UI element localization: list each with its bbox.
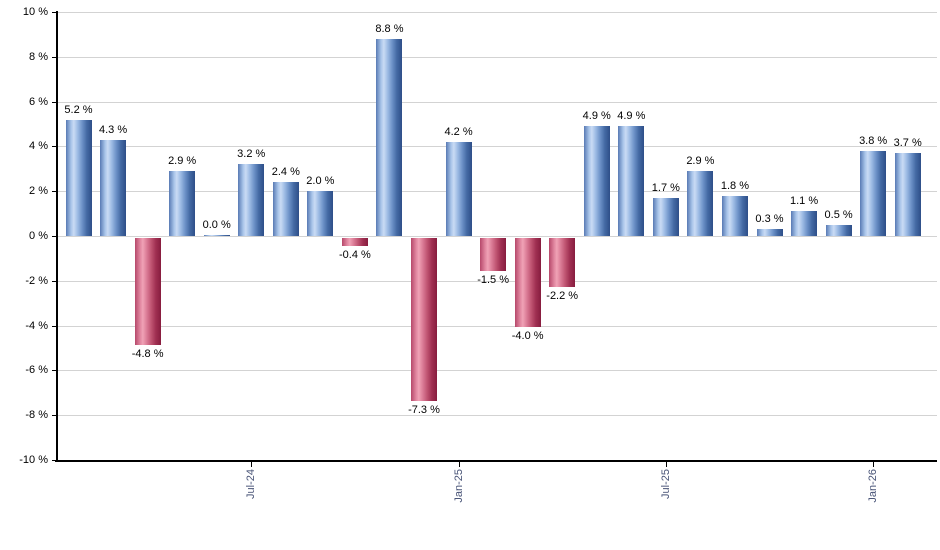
bar-jun-25[interactable] [618,126,645,236]
gridline [57,280,937,282]
y-axis-label: 4 % [29,140,48,153]
gridline [57,325,937,327]
bar-jan-26[interactable] [860,150,887,236]
bar-value-label: -4.8 % [131,348,164,361]
x-axis-label: Jul-24 [245,469,258,499]
x-axis-label: Jul-25 [659,469,672,499]
bar-value-label: 1.1 % [789,195,819,208]
bar-value-label: 5.2 % [64,103,93,116]
bar-sep-24[interactable] [307,191,334,236]
bar-feb-26[interactable] [894,153,921,236]
bar-value-label: -2.2 % [546,289,579,302]
bar-value-label: 0.0 % [202,218,231,231]
bar-value-label: 3.8 % [859,134,888,147]
bar-value-label: 0.3 % [755,213,784,226]
y-axis-label: 8 % [29,50,48,63]
bar-feb-25[interactable] [480,237,507,272]
bar-value-label: 3.7 % [893,137,922,150]
y-axis-line [56,11,58,462]
bar-oct-25[interactable] [756,229,783,236]
bar-apr-24[interactable] [134,237,161,346]
y-axis-tick [52,146,57,148]
gridline [57,370,937,372]
y-axis-tick [52,325,57,327]
bar-may-24[interactable] [169,171,196,236]
x-axis-tick [251,461,253,467]
x-axis-tick [665,461,667,467]
bar-mar-24[interactable] [100,139,127,236]
y-axis-tick [52,415,57,417]
bar-jul-25[interactable] [652,197,679,236]
y-axis-tick [52,12,57,13]
bar-value-label: 4.9 % [582,110,611,123]
y-axis-label: -4 % [25,319,48,332]
gridline [57,56,937,58]
y-axis-label: 2 % [29,185,48,198]
y-axis-tick [52,56,57,58]
bar-value-label: 2.4 % [271,166,300,179]
bar-value-label: 1.8 % [720,179,749,192]
bar-value-label: -7.3 % [408,404,440,417]
bar-apr-25[interactable] [549,237,576,287]
bar-feb-24[interactable] [65,119,92,236]
y-axis-tick [52,280,57,282]
bar-value-label: 1.7 % [651,181,680,194]
gridline [57,101,937,103]
y-axis-tick [52,101,57,103]
y-axis-label: 6 % [29,95,48,108]
bar-value-label: -4.0 % [511,330,544,343]
bar-dec-24[interactable] [411,237,437,402]
bar-value-label: 2.9 % [168,155,197,168]
bar-jul-24[interactable] [238,164,265,236]
y-axis-tick [52,236,57,237]
bar-dec-25[interactable] [825,224,852,236]
x-axis-tick [873,461,875,467]
bar-mar-25[interactable] [514,237,541,328]
bar-value-label: 3.2 % [237,148,266,161]
bar-value-label: 4.3 % [98,123,128,136]
bar-value-label: 2.9 % [686,155,715,168]
gridline [57,236,937,237]
y-axis-label: 10 % [22,6,48,18]
x-axis-line [55,460,937,462]
y-axis-tick [52,191,57,193]
bar-aug-25[interactable] [687,171,714,236]
bar-jun-24[interactable] [203,234,230,236]
gridline [57,12,937,13]
y-axis-label: -8 % [25,409,48,422]
y-axis-label: -10 % [19,454,48,466]
bar-value-label: 4.2 % [444,125,473,138]
bar-oct-24[interactable] [341,237,368,247]
bar-jan-25[interactable] [445,141,472,236]
gridline [57,415,937,417]
bar-value-label: -1.5 % [477,274,509,287]
bar-aug-24[interactable] [272,182,299,236]
x-axis-label: Jan-26 [867,469,880,503]
bar-value-label: 8.8 % [375,22,404,35]
y-axis-label: -2 % [25,274,48,287]
x-axis-tick [458,461,460,467]
bar-value-label: 2.0 % [306,175,335,188]
x-axis-label: Jan-25 [452,469,465,503]
y-axis-tick [52,460,57,461]
bar-value-label: 4.9 % [617,110,646,123]
gridline [57,146,937,148]
bar-may-25[interactable] [583,126,610,236]
bar-nov-25[interactable] [791,211,818,236]
bar-value-label: 0.5 % [824,208,853,221]
y-axis-tick [52,370,57,372]
gridline [57,191,937,193]
y-axis-label: -6 % [25,364,48,377]
bar-value-label: -0.4 % [338,249,371,262]
y-axis-label: 0 % [29,230,48,242]
bar-nov-24[interactable] [376,38,403,236]
bar-sep-25[interactable] [721,195,748,236]
